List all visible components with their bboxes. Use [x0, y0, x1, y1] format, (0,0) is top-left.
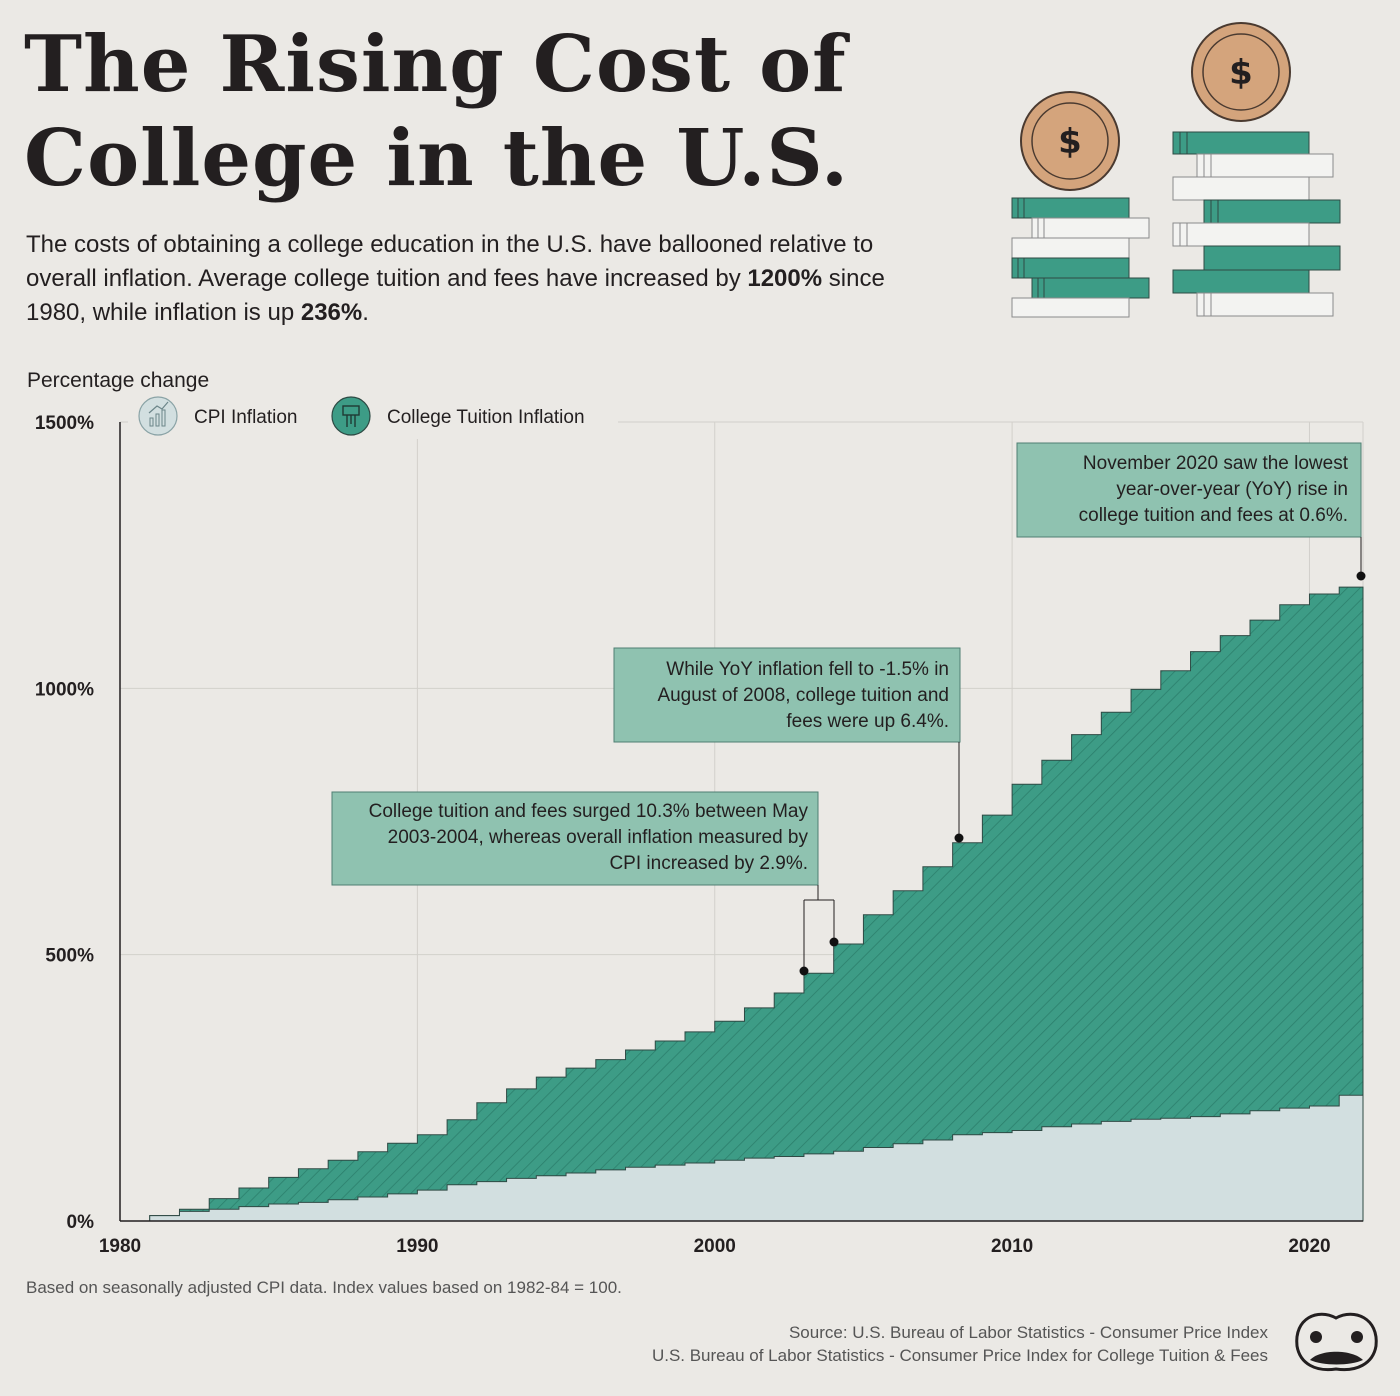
- y-axis-label: Percentage change: [27, 369, 209, 392]
- annotation-2008: While YoY inflation fell to -1.5% in Aug…: [613, 647, 964, 843]
- x-tick-labels: 1980 1990 2000 2010 2020: [99, 1236, 1331, 1257]
- annotation-2003-2004: College tuition and fees surged 10.3% be…: [331, 791, 839, 976]
- page-subtitle: The costs of obtaining a college educati…: [26, 228, 946, 330]
- left-coin-icon: $: [1020, 91, 1120, 191]
- source-line-1: Source: U.S. Bureau of Labor Statistics …: [788, 1323, 1268, 1342]
- subtitle-text-3: .: [362, 299, 369, 326]
- annotation-2003-2004-line-1: College tuition and fees surged 10.3% be…: [369, 801, 809, 822]
- source-line-2: U.S. Bureau of Labor Statistics - Consum…: [651, 1346, 1268, 1365]
- axes: [119, 422, 1363, 1222]
- annotation-2020: November 2020 saw the lowest year-over-y…: [1016, 442, 1366, 581]
- left-coin-symbol: $: [1058, 122, 1082, 162]
- page-title: The Rising Cost of College in the U.S.: [24, 18, 849, 206]
- annotations: College tuition and fees surged 10.3% be…: [331, 442, 1366, 976]
- legend-cpi-label: CPI Inflation: [194, 407, 298, 428]
- x-tick-label-1990: 1990: [396, 1236, 438, 1257]
- footnote: Based on seasonally adjusted CPI data. I…: [26, 1278, 622, 1297]
- right-book-stack-icon: [1172, 131, 1341, 317]
- y-tick-label-1000: 1000%: [35, 679, 94, 700]
- y-tick-label-1500: 1500%: [35, 413, 94, 434]
- annotation-2020-point: [1356, 571, 1366, 581]
- legend-tuition-icon: [331, 396, 371, 436]
- tuition-area: [120, 586, 1364, 1222]
- cpi-area: [120, 1094, 1364, 1222]
- annotation-2003-2004-line-2: 2003-2004, whereas overall inflation mea…: [388, 827, 809, 848]
- annotation-2020-line-3: college tuition and fees at 0.6%.: [1079, 505, 1348, 526]
- annotation-2003-point: [799, 966, 809, 976]
- right-coin-icon: $: [1191, 22, 1291, 122]
- publisher-logo-icon: [1295, 1312, 1378, 1372]
- subtitle-tuition-increase: 1200%: [747, 265, 823, 292]
- legend: CPI Inflation College Tuition Inflation: [128, 395, 618, 439]
- annotation-2008-line-3: fees were up 6.4%.: [786, 711, 949, 732]
- coins-and-books-illustration: $ $: [1011, 22, 1341, 318]
- annotation-2020-line-1: November 2020 saw the lowest: [1083, 453, 1349, 474]
- annotation-2008-line-2: August of 2008, college tuition and: [657, 685, 949, 706]
- annotation-2003-2004-line-3: CPI increased by 2.9%.: [609, 853, 808, 874]
- x-tick-label-2020: 2020: [1288, 1236, 1330, 1257]
- right-coin-symbol: $: [1229, 53, 1253, 93]
- annotation-2008-point: [954, 833, 964, 843]
- legend-cpi-icon: [138, 396, 178, 436]
- y-tick-label-0: 0%: [67, 1212, 95, 1233]
- y-tick-labels: 0% 500% 1000% 1500%: [35, 413, 94, 1233]
- annotation-2020-line-2: year-over-year (YoY) rise in: [1116, 479, 1348, 500]
- title-line-1: The Rising Cost of: [24, 19, 847, 110]
- annotation-2008-line-1: While YoY inflation fell to -1.5% in: [666, 659, 949, 680]
- title-line-2: College in the U.S.: [24, 113, 850, 204]
- legend-tuition-label: College Tuition Inflation: [387, 407, 585, 428]
- subtitle-text-2: since 1980, while inflation is up: [26, 265, 885, 326]
- y-tick-label-500: 500%: [45, 946, 94, 967]
- subtitle-inflation-increase: 236%: [300, 299, 363, 326]
- chart-areas: [120, 586, 1364, 1222]
- x-tick-label-2000: 2000: [694, 1236, 736, 1257]
- x-tick-label-1980: 1980: [99, 1236, 141, 1257]
- annotation-2004-point: [829, 937, 839, 947]
- x-tick-label-2010: 2010: [991, 1236, 1033, 1257]
- subtitle-text-1: The costs of obtaining a college educati…: [26, 231, 874, 292]
- source-credits: Source: U.S. Bureau of Labor Statistics …: [652, 1321, 1268, 1367]
- left-book-stack-icon: [1011, 197, 1150, 318]
